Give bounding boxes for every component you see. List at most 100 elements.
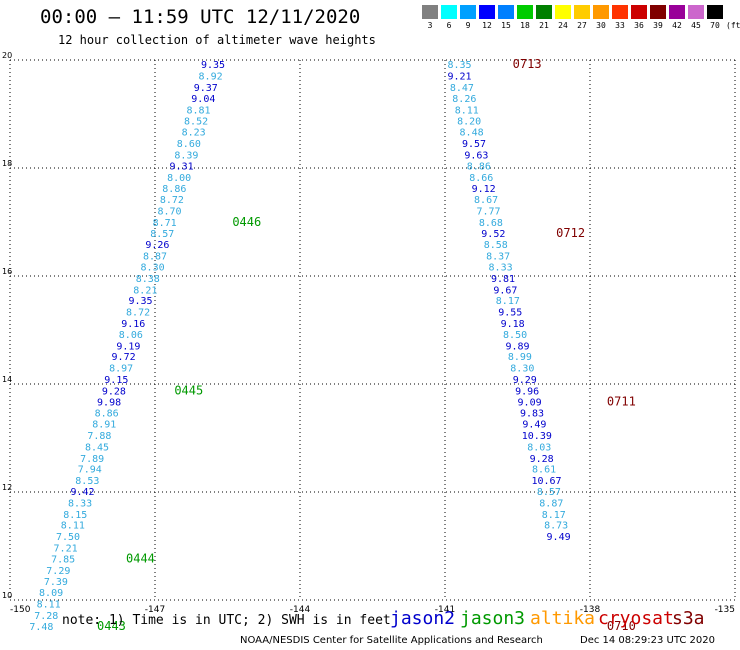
- swh-value: 9.15: [104, 375, 128, 386]
- pass-time-label: 0443: [97, 619, 126, 633]
- footer-note: note: 1) Time is in UTC; 2) SWH is in fe…: [62, 613, 391, 628]
- swh-value: 8.20: [457, 116, 481, 127]
- swh-value: 8.21: [133, 285, 157, 296]
- swh-value: 9.52: [481, 229, 505, 240]
- scale-swatch: [688, 5, 704, 19]
- legend-s3a: s3a: [672, 608, 705, 629]
- swh-value: 7.50: [56, 532, 80, 543]
- swh-value: 7.39: [44, 577, 68, 588]
- swh-value: 8.33: [489, 263, 513, 274]
- swh-value: 8.26: [452, 94, 476, 105]
- swh-value: 8.06: [119, 330, 143, 341]
- swh-value: 9.04: [191, 94, 215, 105]
- legend-altika: altika: [530, 608, 596, 629]
- pass-time-label: 0445: [174, 383, 203, 397]
- swh-value: 8.47: [450, 83, 474, 94]
- scale-swatch: [631, 5, 647, 19]
- swh-value: 9.49: [547, 532, 571, 543]
- swh-value: 9.09: [518, 398, 542, 409]
- scale-swatch: [422, 5, 438, 19]
- x-tick-label: -144: [290, 605, 311, 615]
- swh-value: 7.89: [80, 454, 104, 465]
- swh-value: 8.45: [85, 442, 109, 453]
- scale-label: 33: [615, 21, 625, 30]
- swh-value: 8.53: [75, 476, 99, 487]
- swh-value: 8.35: [447, 60, 471, 71]
- scale-label: 18: [520, 21, 530, 30]
- x-tick-label: -147: [145, 605, 165, 615]
- swh-value: 9.28: [102, 386, 126, 397]
- swh-value: 8.97: [109, 364, 133, 375]
- scale-swatch: [517, 5, 533, 19]
- scale-label: 27: [577, 21, 587, 30]
- swh-value: 8.33: [68, 499, 92, 510]
- swh-value: 8.11: [455, 105, 479, 116]
- swh-value: 9.55: [498, 307, 522, 318]
- pass-time-label: 0713: [513, 57, 542, 71]
- swh-value: 8.66: [469, 173, 493, 184]
- swh-value: 9.19: [116, 341, 140, 352]
- scale-label: 15: [501, 21, 511, 30]
- swh-value: 9.67: [493, 285, 517, 296]
- scale-label: 6: [446, 21, 452, 30]
- legend-cryosat: cryosat: [598, 608, 674, 629]
- x-tick-label: -135: [715, 605, 735, 615]
- scale-swatch: [574, 5, 590, 19]
- scale-label: 12: [482, 21, 492, 30]
- swh-value: 8.30: [141, 263, 165, 274]
- swh-value: 8.17: [542, 510, 566, 521]
- scale-swatch: [593, 5, 609, 19]
- swh-value: 8.09: [39, 588, 63, 599]
- swh-value: 7.29: [46, 566, 70, 577]
- legend-jason2: jason2: [390, 608, 456, 629]
- swh-value: 8.71: [153, 218, 177, 229]
- swh-value: 7.21: [54, 543, 78, 554]
- y-tick-label: 16: [2, 267, 12, 276]
- swh-value: 9.28: [530, 454, 554, 465]
- pass-time-label: 0444: [126, 552, 155, 566]
- swh-value: 8.86: [95, 408, 119, 419]
- scale-label: 42: [672, 21, 682, 30]
- swh-value: 8.58: [484, 240, 508, 251]
- chart-subtitle: 12 hour collection of altimeter wave hei…: [58, 33, 376, 47]
- swh-value: 9.96: [515, 386, 539, 397]
- swh-value: 9.98: [97, 398, 121, 409]
- swh-value: 8.72: [126, 307, 150, 318]
- swh-value: 8.23: [182, 128, 206, 139]
- swh-value: 8.87: [143, 251, 167, 262]
- scale-label: 45: [691, 21, 701, 30]
- swh-value: 9.49: [522, 420, 546, 431]
- swh-value: 8.11: [61, 521, 85, 532]
- pass-time-label: 0712: [556, 226, 585, 240]
- swh-value: 9.89: [505, 341, 529, 352]
- scale-swatch: [612, 5, 628, 19]
- swh-value: 9.35: [128, 296, 152, 307]
- swh-value: 9.31: [170, 162, 194, 173]
- swh-value: 7.88: [87, 431, 111, 442]
- scale-swatch: [536, 5, 552, 19]
- swh-value: 9.35: [201, 60, 225, 71]
- swh-value: 8.17: [496, 296, 520, 307]
- legend-jason3: jason3: [460, 608, 526, 629]
- generation-timestamp: Dec 14 08:29:23 UTC 2020: [580, 635, 715, 646]
- swh-value: 8.72: [160, 195, 184, 206]
- scale-label: 36: [634, 21, 644, 30]
- swh-value: 8.15: [63, 510, 87, 521]
- y-tick-label: 18: [2, 159, 12, 168]
- swh-value: 8.87: [539, 499, 563, 510]
- swh-value: 9.18: [501, 319, 525, 330]
- swh-value: 8.67: [474, 195, 498, 206]
- swh-value: 8.70: [157, 206, 181, 217]
- swh-value: 8.81: [186, 105, 210, 116]
- credit-text: NOAA/NESDIS Center for Satellite Applica…: [240, 635, 543, 646]
- swh-value: 8.86: [467, 162, 491, 173]
- swh-value: 8.00: [167, 173, 191, 184]
- swh-value: 8.57: [537, 487, 561, 498]
- swh-value: 8.86: [162, 184, 186, 195]
- swh-value: 7.28: [34, 611, 58, 622]
- swh-value: 8.11: [37, 600, 61, 611]
- x-tick-label: -150: [10, 605, 31, 615]
- swh-value: 7.77: [476, 206, 500, 217]
- swh-value: 9.37: [194, 83, 218, 94]
- swh-value: 8.03: [527, 442, 551, 453]
